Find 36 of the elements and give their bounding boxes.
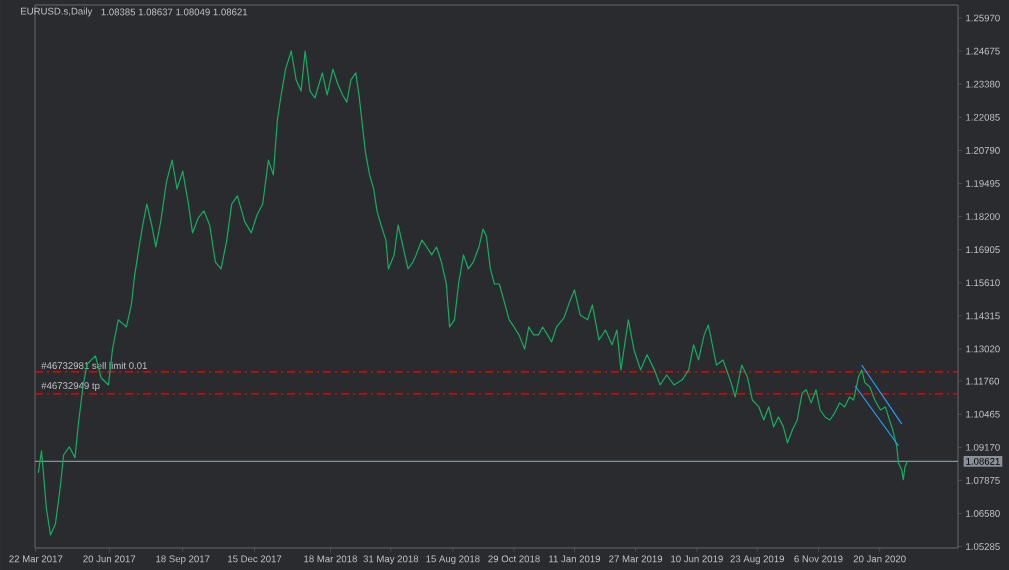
- y-tick-label: 1.18200: [966, 213, 1000, 220]
- x-tick-label: 15 Aug 2018: [426, 555, 480, 565]
- y-tick-label: 1.14315: [966, 312, 1000, 320]
- x-tick-label: 10 Jun 2019: [671, 555, 723, 563]
- y-tick-label: 1.24675: [966, 47, 1000, 55]
- y-tick-label: 1.22085: [966, 113, 1000, 121]
- ref-line-label: 1.08621: [966, 457, 1000, 465]
- x-tick-label: 11 Jan 2019: [549, 555, 601, 563]
- y-tick-label: 1.09170: [966, 443, 1000, 451]
- x-tick-label: 31 May 2018: [363, 555, 419, 565]
- y-tick-label: 1.05285: [966, 543, 1000, 550]
- y-tick-label: 1.16905: [966, 246, 1000, 254]
- y-tick-label: 1.13020: [966, 345, 1000, 353]
- y-tick-label: 1.20790: [966, 147, 1000, 154]
- x-tick-label: 18 Mar 2018: [304, 555, 357, 563]
- y-tick-label: 1.23380: [966, 80, 1000, 88]
- x-tick-label: 6 Nov 2019: [794, 555, 843, 563]
- y-tick-label: 1.11760: [966, 377, 1000, 385]
- x-tick-label: 18 Sep 2017: [156, 555, 210, 565]
- y-tick-label: 1.10465: [966, 410, 1000, 418]
- x-tick-label: 27 Mar 2019: [609, 555, 663, 563]
- x-tick-label: 29 Oct 2018: [488, 555, 540, 563]
- x-tick-label: 22 Mar 2017: [9, 555, 63, 563]
- x-tick-label: 23 Aug 2019: [730, 555, 785, 565]
- y-tick-label: 1.07875: [966, 477, 1000, 484]
- ref-line-label: #46732949 tp: [41, 382, 100, 391]
- y-tick-label: 1.15610: [966, 279, 1000, 287]
- chart-subtitle: 1.08385 1.08637 1.08049 1.08621: [101, 8, 248, 16]
- line-series: [37, 50, 909, 536]
- y-tick-label: 1.25970: [966, 14, 1000, 22]
- chart-title: EURUSD.s,Daily: [21, 7, 93, 17]
- x-tick-label: 15 Dec 2017: [228, 555, 282, 563]
- y-tick-label: 1.19495: [966, 180, 1000, 187]
- y-tick-label: 1.06580: [966, 510, 1000, 517]
- x-tick-label: 20 Jun 2017: [83, 555, 136, 563]
- x-tick-label: 20 Jan 2020: [853, 555, 906, 563]
